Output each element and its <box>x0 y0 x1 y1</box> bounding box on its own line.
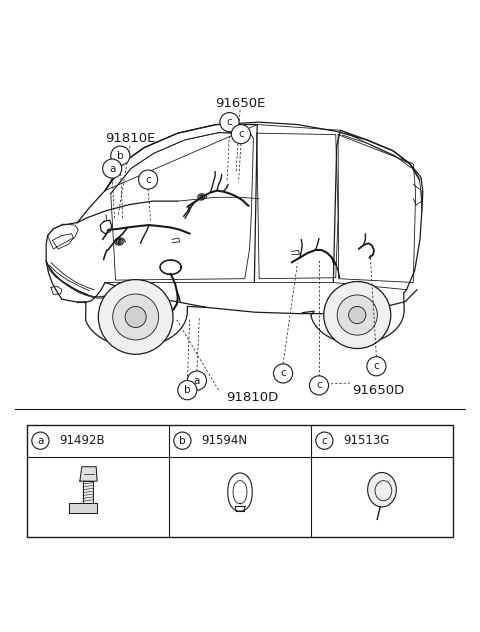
Circle shape <box>32 432 49 449</box>
Ellipse shape <box>368 473 396 507</box>
Polygon shape <box>69 503 97 513</box>
Circle shape <box>139 170 157 189</box>
Text: c: c <box>238 129 244 139</box>
Bar <box>27 425 453 537</box>
Text: b: b <box>117 150 124 161</box>
Text: 91810D: 91810D <box>226 391 278 404</box>
Circle shape <box>310 376 328 395</box>
Circle shape <box>231 125 251 143</box>
Circle shape <box>274 364 293 383</box>
Text: c: c <box>316 380 322 391</box>
Text: a: a <box>109 164 115 174</box>
Circle shape <box>187 371 206 390</box>
Circle shape <box>337 295 377 335</box>
Text: 91513G: 91513G <box>344 434 390 447</box>
Text: 91650D: 91650D <box>352 384 405 397</box>
Text: b: b <box>179 435 186 446</box>
Text: c: c <box>280 368 286 379</box>
Circle shape <box>103 159 122 178</box>
Circle shape <box>324 281 391 348</box>
Circle shape <box>98 279 173 355</box>
Circle shape <box>113 294 158 340</box>
Circle shape <box>367 356 386 376</box>
Text: a: a <box>37 435 44 446</box>
Circle shape <box>125 307 146 327</box>
Circle shape <box>348 307 366 324</box>
Text: b: b <box>184 385 191 395</box>
Text: c: c <box>373 362 379 371</box>
Circle shape <box>316 432 333 449</box>
Circle shape <box>220 112 239 131</box>
Text: c: c <box>322 435 327 446</box>
Polygon shape <box>80 467 97 481</box>
Text: 91650E: 91650E <box>215 97 265 109</box>
Text: a: a <box>194 375 200 386</box>
Text: 91594N: 91594N <box>202 434 248 447</box>
Circle shape <box>111 146 130 165</box>
Polygon shape <box>83 481 93 503</box>
Text: c: c <box>227 117 232 127</box>
Text: 91810E: 91810E <box>105 133 155 145</box>
Circle shape <box>174 432 191 449</box>
Text: 91492B: 91492B <box>60 434 105 447</box>
Text: c: c <box>145 174 151 185</box>
Circle shape <box>178 380 197 400</box>
